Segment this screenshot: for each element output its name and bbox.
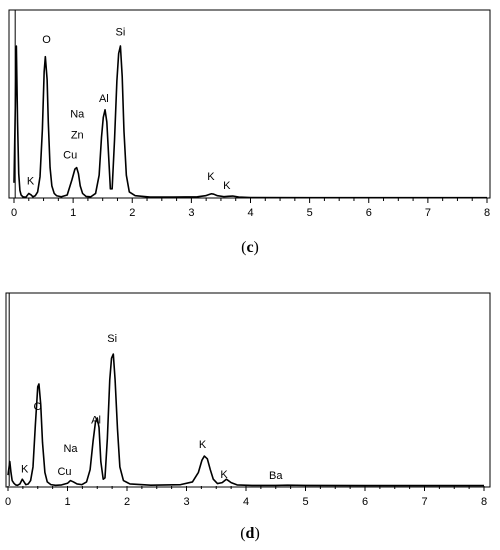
panel-c-tick-label-6: 6 bbox=[366, 207, 372, 219]
panel-d-caption-letter: d bbox=[246, 525, 255, 542]
panel-c-spectrum-line bbox=[13, 45, 487, 199]
panel-d-tick-label-4: 4 bbox=[243, 496, 249, 508]
panel-d-element-label-k-5: K bbox=[21, 463, 29, 475]
panel-d-element-label-na-3: Na bbox=[63, 443, 78, 455]
panel-c-tick-label-1: 1 bbox=[70, 207, 76, 219]
panel-c-element-label-zn-4: Zn bbox=[71, 130, 84, 142]
panel-c-element-label-na-3: Na bbox=[70, 108, 85, 120]
panel-c-caption-open: ( bbox=[241, 239, 246, 256]
panel-d-tick-label-8: 8 bbox=[481, 496, 487, 508]
panel-c-caption: (c) bbox=[241, 239, 259, 256]
panel-c-element-label-al-2: Al bbox=[99, 93, 109, 105]
panel-d-element-label-k-6: K bbox=[199, 439, 207, 451]
panel-c-tick-label-7: 7 bbox=[425, 207, 431, 219]
panel-d-caption: (d) bbox=[240, 525, 260, 542]
panel-c-tick-label-3: 3 bbox=[188, 207, 194, 219]
panel-c-tick-label-8: 8 bbox=[484, 207, 490, 219]
panel-d-element-label-si-0: Si bbox=[107, 333, 117, 345]
panel-c-tick-label-5: 5 bbox=[307, 207, 313, 219]
panel-c-caption-letter: c bbox=[246, 239, 253, 256]
panel-d-tick-label-1: 1 bbox=[64, 496, 70, 508]
panel-d: 0 1 2 3 4 5 6 7 8 Si O Al Na Cu K K K Ba (d) bbox=[5, 292, 491, 542]
panel-d-tick-label-2: 2 bbox=[124, 496, 130, 508]
panel-c-element-label-k-7: K bbox=[207, 171, 215, 183]
panel-d-tick-label-0: 0 bbox=[5, 496, 11, 508]
panel-d-element-label-k-7: K bbox=[220, 469, 228, 481]
panel-d-caption-open: ( bbox=[240, 525, 245, 542]
panel-d-element-label-o-1: O bbox=[33, 401, 42, 413]
panel-d-caption-close: ) bbox=[254, 525, 259, 542]
panel-d-tick-label-5: 5 bbox=[302, 496, 308, 508]
panel-d-element-label-al-2: Al bbox=[91, 414, 101, 426]
panel-c-frame bbox=[8, 9, 491, 199]
panel-d-element-label-ba-8: Ba bbox=[269, 470, 283, 482]
panel-d-spectrum-line bbox=[7, 353, 484, 487]
panel-c-tick-label-2: 2 bbox=[129, 207, 135, 219]
panel-d-plot: 0 1 2 3 4 5 6 7 8 Si O Al Na Cu K K K Ba bbox=[5, 293, 487, 508]
panel-c-element-label-k-8: K bbox=[223, 180, 231, 192]
panel-d-element-label-cu-4: Cu bbox=[57, 466, 71, 478]
panel-c-element-label-si-1: Si bbox=[116, 26, 126, 38]
panel-c-caption-close: ) bbox=[254, 239, 259, 256]
panel-d-tick-label-7: 7 bbox=[421, 496, 427, 508]
panel-d-tick-label-6: 6 bbox=[362, 496, 368, 508]
panel-c-element-label-k-6: K bbox=[27, 175, 35, 187]
panel-c-tick-label-4: 4 bbox=[247, 207, 253, 219]
panel-d-tick-label-3: 3 bbox=[183, 496, 189, 508]
panel-c-element-label-cu-5: Cu bbox=[63, 149, 77, 161]
panel-c-element-label-o-0: O bbox=[42, 34, 51, 46]
panel-c-tick-label-0: 0 bbox=[11, 207, 17, 219]
panel-d-frame bbox=[5, 292, 491, 488]
